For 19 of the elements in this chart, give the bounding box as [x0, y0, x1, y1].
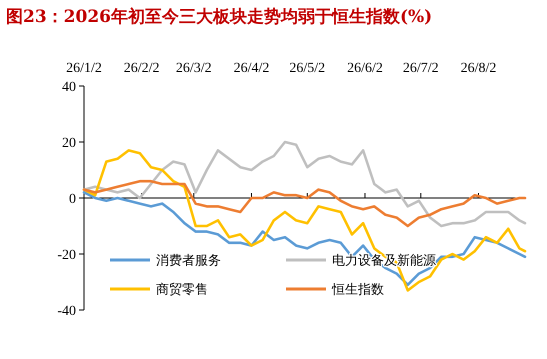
- x-tick-label: 26/3/2: [176, 61, 212, 76]
- x-tick-label: 26/7/2: [402, 61, 439, 76]
- legend-label: 恒生指数: [331, 282, 384, 298]
- y-tick-label: -40: [57, 304, 76, 319]
- y-tick-label: -20: [57, 248, 76, 263]
- chart-title: 图23：2026年初至今三大板块走势均弱于恒生指数(%): [6, 7, 432, 27]
- y-tick-label: 20: [62, 136, 76, 151]
- x-tick-label: 26/5/2: [289, 61, 326, 76]
- legend-label: 消费者服务: [156, 254, 221, 269]
- x-tick-label: 26/8/2: [460, 61, 496, 76]
- y-tick-label: 0: [69, 192, 76, 207]
- legend-label: 商贸零售: [156, 282, 208, 298]
- line-series: [82, 180, 526, 228]
- x-tick-label: 26/6/2: [347, 61, 383, 76]
- x-tick-label: 26/2/2: [124, 61, 160, 76]
- x-tick-label: 26/1/2: [66, 61, 102, 76]
- line-series: [82, 140, 526, 228]
- x-tick-label: 26/4/2: [234, 61, 270, 76]
- y-tick-label: 40: [62, 80, 76, 95]
